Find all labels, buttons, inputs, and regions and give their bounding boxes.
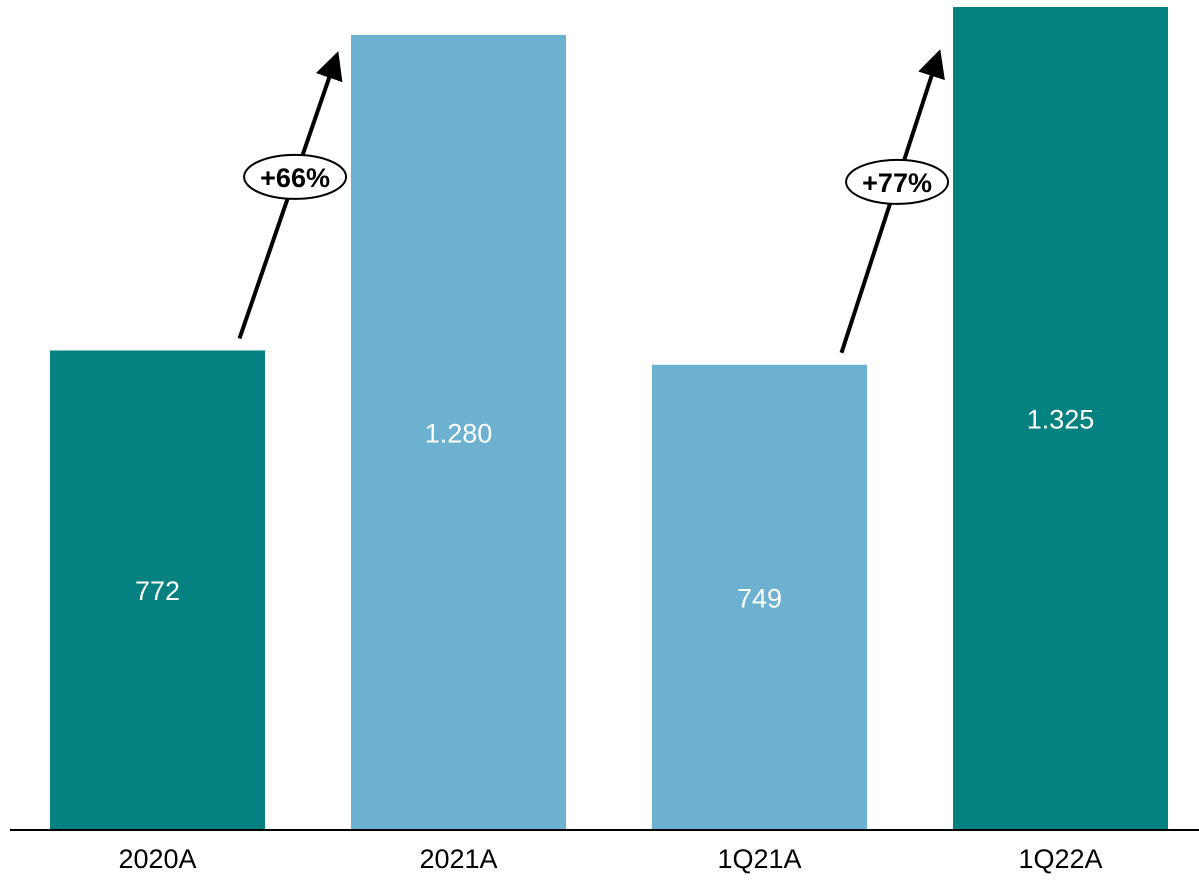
bar-1q22a bbox=[953, 7, 1168, 830]
bar-2020a bbox=[50, 350, 265, 830]
x-tick-label: 1Q22A bbox=[1018, 844, 1102, 874]
x-tick-label: 1Q21A bbox=[717, 844, 801, 874]
bar-2021a bbox=[351, 34, 566, 831]
x-tick-label: 2020A bbox=[118, 844, 196, 874]
growth-label: +77% bbox=[862, 168, 932, 198]
growth-annotation: +77% bbox=[839, 49, 950, 354]
bar-1q21a bbox=[652, 364, 867, 830]
x-tick-label: 2021A bbox=[419, 844, 497, 874]
growth-badge bbox=[845, 158, 950, 205]
bar-value-label: 1.280 bbox=[425, 418, 493, 448]
growth-annotations-group: +66% +77% bbox=[237, 49, 950, 354]
growth-annotation: +66% bbox=[237, 51, 348, 340]
bar-value-label: 772 bbox=[135, 576, 180, 606]
growth-badge bbox=[243, 153, 348, 200]
bar-value-label: 1.325 bbox=[1027, 405, 1095, 435]
bar-labels-group: 772 1.280 749 1.325 bbox=[135, 405, 1094, 614]
bars-group bbox=[50, 7, 1168, 831]
bar-value-label: 749 bbox=[737, 583, 782, 613]
growth-label: +66% bbox=[260, 163, 330, 193]
x-tick-labels-group: 2020A 2021A 1Q21A 1Q22A bbox=[118, 844, 1102, 874]
